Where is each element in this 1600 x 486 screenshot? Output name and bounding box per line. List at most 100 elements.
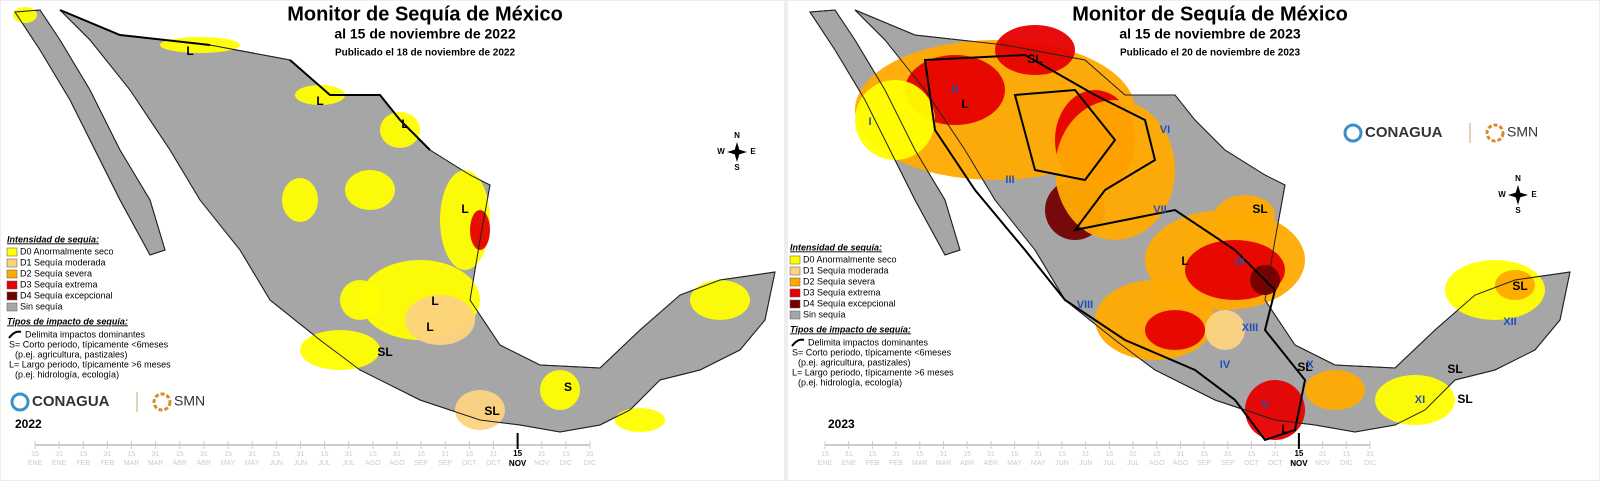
timeline-day: 31 — [55, 451, 63, 458]
region-label: L — [401, 117, 408, 131]
legend-label: D1 Sequía moderada — [803, 265, 889, 275]
timeline-month: JUL — [1127, 460, 1140, 467]
legend-swatch — [789, 266, 801, 276]
timeline-day: 31 — [987, 451, 995, 458]
timeline-month: FEB — [76, 460, 90, 467]
legend-swatch — [789, 299, 801, 309]
drought-area — [300, 330, 380, 370]
timeline-day: 15 — [1295, 451, 1303, 458]
drought-area — [340, 280, 380, 320]
timeline-day: 31 — [538, 451, 546, 458]
legend-label: D1 Sequía moderada — [20, 257, 106, 267]
timeline-month: FEB — [866, 460, 880, 467]
timeline-day: 31 — [1082, 451, 1090, 458]
drought-area — [470, 210, 490, 250]
timeline-day: 31 — [248, 451, 256, 458]
timeline-day: 15 — [465, 451, 473, 458]
legend-swatch — [6, 258, 18, 268]
logo-conagua: CONAGUA — [1365, 124, 1443, 141]
region-label: L — [1181, 254, 1188, 268]
timeline-day: 31 — [845, 451, 853, 458]
timeline-month: ENE — [28, 460, 43, 467]
compass-letter: E — [1531, 190, 1537, 199]
marker-day: 15 — [1294, 449, 1303, 458]
legend-swatch — [789, 310, 801, 320]
timeline-day: 15 — [31, 451, 39, 458]
drought-area — [1205, 310, 1245, 350]
timeline-day: 15 — [916, 451, 924, 458]
logo-icon — [10, 392, 30, 412]
legend-label: D4 Sequía excepcional — [803, 298, 896, 308]
timeline-month: SEP — [1221, 460, 1235, 467]
region-label: L — [461, 202, 468, 216]
timeline-month: JUN — [269, 460, 283, 467]
impact-text: S= Corto periodo, típicamente <6meses — [792, 347, 952, 357]
timeline-month: OCT — [486, 460, 502, 467]
region-label: S — [564, 380, 572, 394]
timeline-day: 15 — [1200, 451, 1208, 458]
timeline-month: NOV — [534, 460, 550, 467]
impact-text: Delimita impactos dominantes — [25, 329, 146, 339]
drought-area — [540, 370, 580, 410]
legend-swatch — [789, 288, 801, 298]
compass-rose — [727, 142, 747, 162]
timeline-month: JUL — [318, 460, 331, 467]
timeline-day: 15 — [224, 451, 232, 458]
legend-label: Sin sequía — [803, 309, 846, 319]
logo-smn: SMN — [1507, 124, 1538, 140]
timeline-day: 31 — [1366, 451, 1374, 458]
timeline-day: 31 — [441, 451, 449, 458]
timeline-day: 31 — [1129, 451, 1137, 458]
region-label: L — [961, 97, 968, 111]
timeline-month: AGO — [1149, 460, 1165, 467]
marker-month: NOV — [509, 459, 527, 468]
timeline-month: AGO — [365, 460, 381, 467]
timeline-day: 15 — [1058, 451, 1066, 458]
region-label: L — [316, 94, 323, 108]
region-label: X — [1306, 359, 1314, 371]
timeline-month: OCT — [462, 460, 478, 467]
timeline-day: 15 — [1011, 451, 1019, 458]
logo-conagua: CONAGUA — [32, 393, 110, 410]
timeline-month: SEP — [414, 460, 428, 467]
impact-line-icon — [8, 330, 22, 339]
timeline-day: 31 — [393, 451, 401, 458]
timeline-month: JUL — [1103, 460, 1116, 467]
timeline-day: 15 — [79, 451, 87, 458]
timeline-month: MAR — [912, 460, 928, 467]
marker-month: NOV — [1290, 459, 1308, 468]
region-label: I — [868, 116, 871, 128]
timeline-month: JUL — [342, 460, 355, 467]
drought-area — [345, 170, 395, 210]
impact-text: L= Largo periodo, típicamente >6 meses — [9, 359, 171, 369]
compass-letter: S — [1515, 206, 1521, 215]
timeline-month: SEP — [438, 460, 452, 467]
legend-title: Intensidad de sequía: — [790, 242, 882, 252]
impact-title: Tipos de impacto de sequía: — [7, 316, 128, 326]
region-label: SL — [377, 345, 392, 359]
legend-swatch — [6, 247, 18, 257]
legend-label: D0 Anormalmente seco — [803, 254, 897, 264]
timeline-month: DIC — [1364, 460, 1376, 467]
impact-text: (p.ej. hidrología, ecología) — [15, 369, 119, 379]
drought-area — [295, 85, 345, 105]
timeline-month: JUN — [1079, 460, 1093, 467]
timeline-day: 31 — [490, 451, 498, 458]
year: 2022 — [15, 417, 42, 431]
logo-smn: SMN — [174, 393, 205, 409]
region-label: VI — [1160, 124, 1170, 136]
compass-letter: E — [750, 147, 756, 156]
timeline-month: OCT — [1244, 460, 1260, 467]
timeline-month: AGO — [1173, 460, 1189, 467]
region-label: SL — [1447, 362, 1462, 376]
timeline-day: 15 — [821, 451, 829, 458]
impact-boundary — [1013, 88, 1117, 182]
legend-label: D3 Sequía extrema — [20, 279, 98, 289]
logo-icon — [1485, 123, 1505, 143]
drought-area — [1495, 270, 1535, 300]
drought-area — [405, 295, 475, 345]
legend-swatch — [6, 302, 18, 312]
